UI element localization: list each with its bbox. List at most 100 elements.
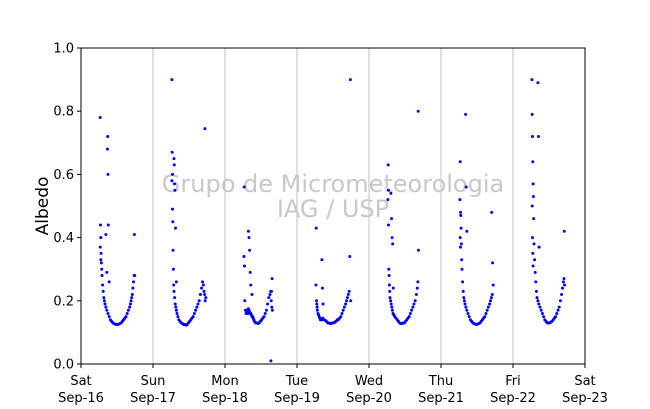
data-point [321,302,325,306]
data-point [465,229,469,233]
data-point [266,302,270,306]
data-point [196,302,200,306]
data-point [263,311,267,315]
data-point [170,179,174,183]
data-point [130,296,134,300]
data-point [105,147,109,151]
data-point [388,289,392,293]
data-point [173,296,177,300]
data-point [348,78,352,82]
data-point [106,134,110,138]
data-point [202,289,206,293]
data-point [486,305,490,309]
data-point [132,280,135,284]
y-tick-label: 1.0 [53,42,74,57]
data-point [530,204,534,208]
data-point [345,296,349,300]
x-tick-label-date: Sep-20 [346,391,392,406]
data-point [537,134,540,138]
x-tick-label-date: Sep-19 [274,391,320,406]
y-tick-label: 0.6 [53,168,74,183]
data-point [270,308,274,312]
x-tick-label-date: Sep-23 [562,391,608,406]
data-point [458,160,462,164]
data-point [464,112,468,116]
data-point [203,299,207,303]
data-point [106,311,110,315]
data-point [173,302,177,306]
data-point [561,280,565,284]
data-point [387,223,390,227]
data-points [98,78,567,363]
data-point [391,286,395,290]
data-point [414,292,418,296]
data-point [388,296,392,300]
data-point [458,198,462,202]
x-tick-label-date: Sep-22 [490,391,536,406]
data-point [320,258,324,262]
data-point [459,210,462,214]
data-point [314,226,318,230]
data-point [391,242,395,246]
data-point [247,236,251,240]
data-point [171,172,174,176]
x-tick-label-date: Sep-16 [58,391,104,406]
watermark: Grupo de Micrometeorologia IAG / USP [162,170,504,223]
data-point [106,172,110,176]
y-tick-label: 0.0 [53,358,74,373]
data-point [176,315,180,319]
data-point [461,280,465,284]
data-point [539,308,543,312]
data-point [540,311,544,315]
data-point [98,245,102,249]
data-point [174,226,177,230]
y-tick-label: 0.2 [53,294,74,309]
data-point [98,116,102,120]
watermark-line-1: Grupo de Micrometeorologia [162,170,504,198]
data-point [386,198,390,202]
data-point [389,299,393,303]
data-point [173,182,177,186]
data-point [536,81,540,85]
data-point [99,251,103,255]
data-point [102,296,106,300]
data-point [390,236,394,240]
data-point [198,292,202,296]
data-point [270,289,273,293]
grid-lines [152,48,514,364]
data-point [340,311,344,315]
data-point [407,315,411,319]
data-point [197,299,201,303]
data-point [170,78,174,82]
data-point [537,245,541,249]
data-point [99,258,103,262]
data-point [315,302,319,306]
data-point [532,217,536,221]
data-point [408,311,412,315]
data-point [248,270,252,274]
data-point [175,311,179,315]
data-point [533,258,537,262]
data-point [490,210,494,214]
data-point [416,109,420,113]
data-point [130,292,134,296]
data-point [387,274,391,278]
data-point [173,188,177,192]
data-point [413,299,417,303]
data-point [461,289,465,293]
x-tick-label-day: Fri [505,374,521,389]
data-point [389,191,393,195]
data-point [488,302,492,306]
data-point [243,264,246,268]
data-point [174,305,178,309]
data-point [531,236,534,240]
data-point [531,134,534,138]
data-point [563,283,567,287]
data-point [412,302,416,306]
data-point [554,315,558,319]
y-axis: 0.0 0.2 0.4 0.6 0.8 1.0 [53,42,81,373]
data-point [204,296,208,300]
data-point [489,296,493,300]
data-point [387,267,391,271]
